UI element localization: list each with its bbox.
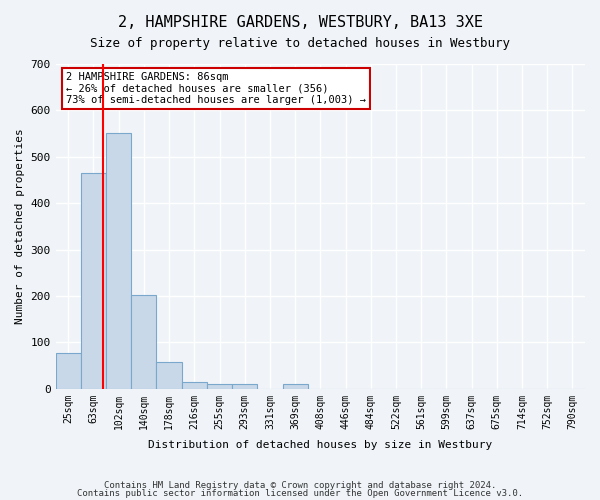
Bar <box>283 384 308 389</box>
Bar <box>157 362 182 389</box>
Bar <box>232 384 257 389</box>
Text: Contains HM Land Registry data © Crown copyright and database right 2024.: Contains HM Land Registry data © Crown c… <box>104 481 496 490</box>
Bar <box>81 173 106 389</box>
Bar <box>106 132 131 389</box>
Text: Size of property relative to detached houses in Westbury: Size of property relative to detached ho… <box>90 38 510 51</box>
Text: 2, HAMPSHIRE GARDENS, WESTBURY, BA13 3XE: 2, HAMPSHIRE GARDENS, WESTBURY, BA13 3XE <box>118 15 482 30</box>
X-axis label: Distribution of detached houses by size in Westbury: Distribution of detached houses by size … <box>148 440 493 450</box>
Bar <box>56 352 81 389</box>
Bar <box>182 382 207 389</box>
Text: 2 HAMPSHIRE GARDENS: 86sqm
← 26% of detached houses are smaller (356)
73% of sem: 2 HAMPSHIRE GARDENS: 86sqm ← 26% of deta… <box>66 72 366 106</box>
Bar <box>131 294 157 389</box>
Text: Contains public sector information licensed under the Open Government Licence v3: Contains public sector information licen… <box>77 488 523 498</box>
Bar <box>207 384 232 389</box>
Y-axis label: Number of detached properties: Number of detached properties <box>15 128 25 324</box>
